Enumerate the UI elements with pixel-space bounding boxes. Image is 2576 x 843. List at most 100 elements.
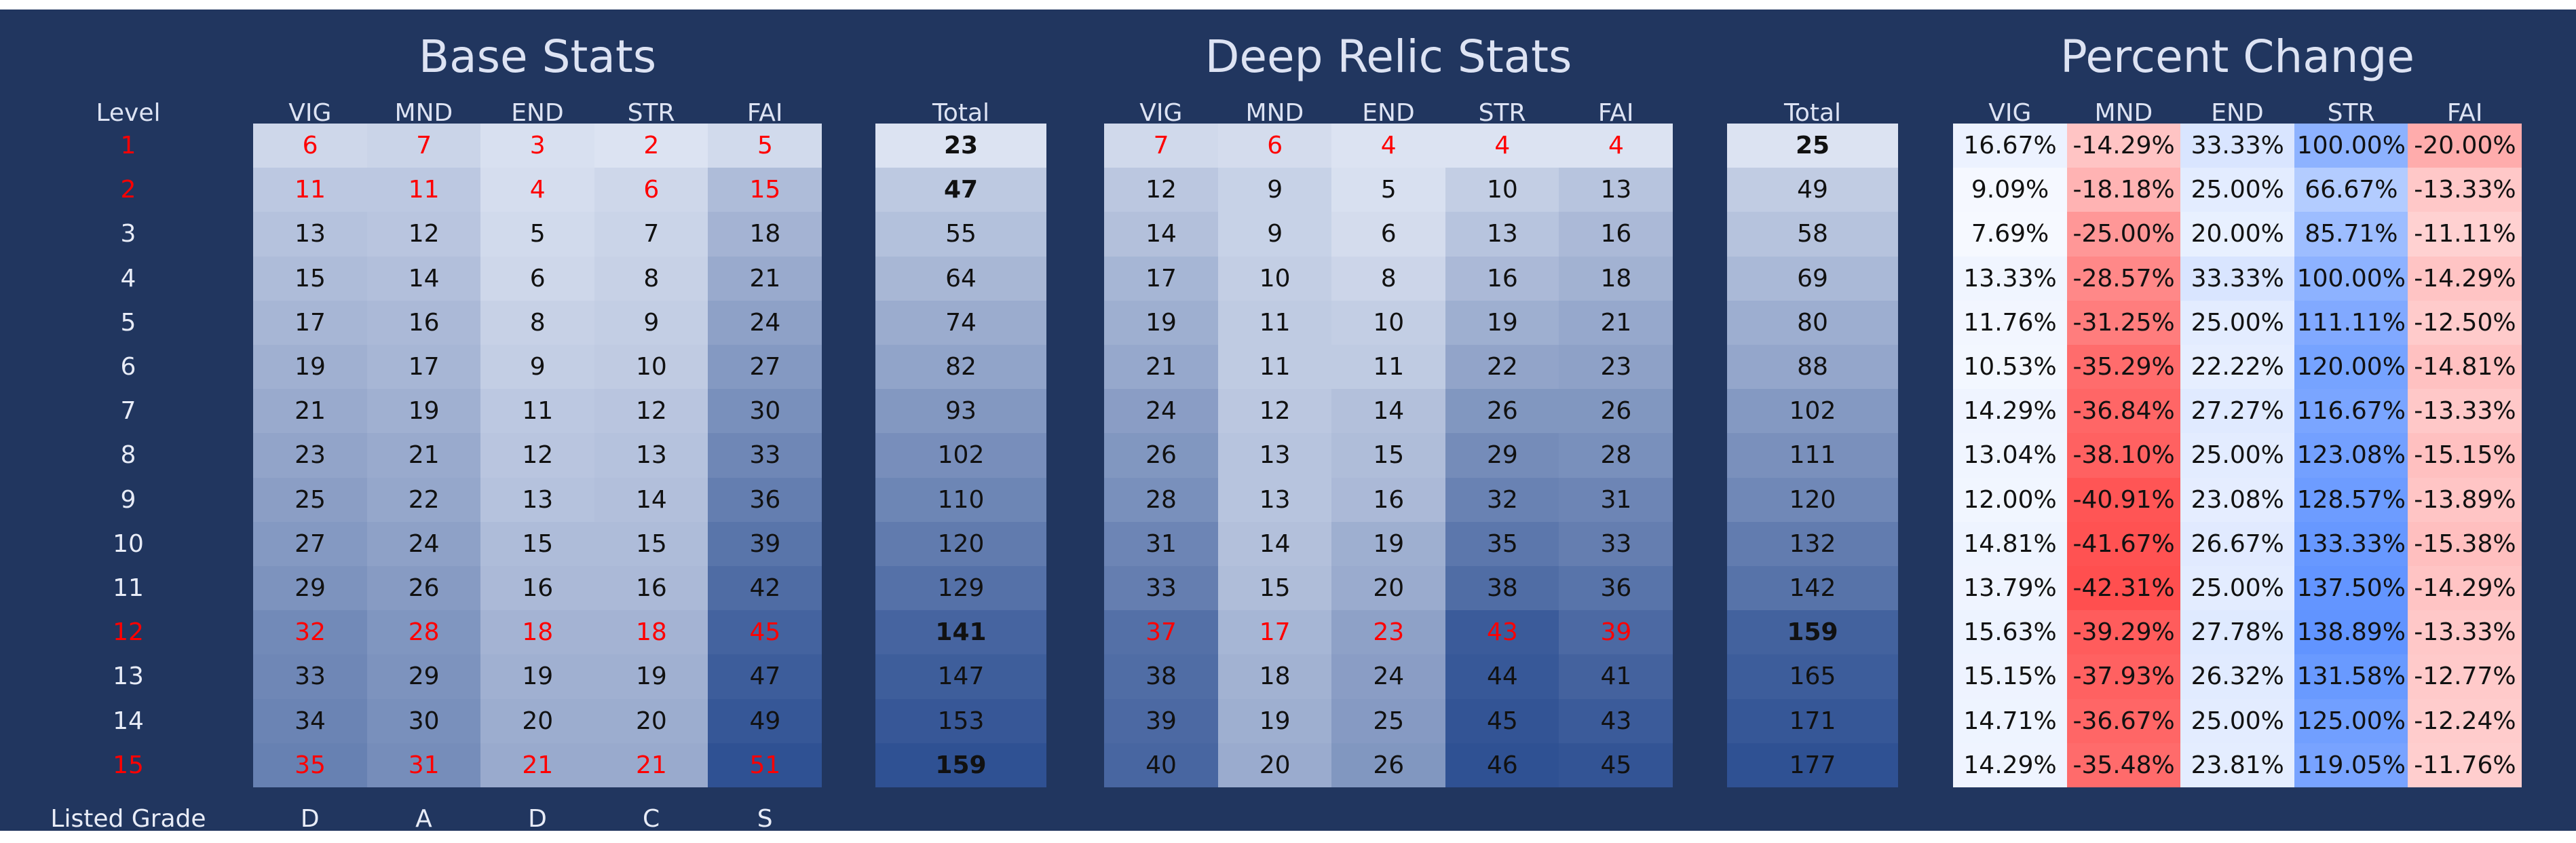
deep-cell: 16 (1559, 212, 1673, 257)
deep-cell: 11 (1331, 345, 1446, 390)
percent-cell: -36.67% (2066, 698, 2181, 743)
base-cell: 32 (253, 610, 368, 655)
deep-cell: 21 (1559, 300, 1673, 345)
percent-cell: -38.10% (2066, 433, 2181, 478)
percent-cell: -11.11% (2408, 212, 2522, 257)
deep-cell: 13 (1445, 212, 1559, 257)
stat-header: VIG (1988, 99, 2032, 127)
percent-cell: 25.00% (2180, 433, 2295, 478)
base-cell: 18 (594, 610, 708, 655)
deep-cell: 12 (1217, 389, 1332, 434)
percent-cell: -41.67% (2066, 521, 2181, 566)
base-cell: 19 (366, 389, 481, 434)
deep-cell: 40 (1104, 743, 1219, 787)
level-label: 7 (120, 397, 136, 426)
deep-total-cell: 159 (1727, 610, 1898, 655)
base-cell: 31 (366, 743, 481, 787)
base-total-cell: 120 (875, 521, 1046, 566)
deep-cell: 17 (1104, 256, 1219, 301)
stats-comparison-panel: Level 1 2 3 4 5 6 7 8 9 10 11 12 13 14 15 Listed Grade D A… (0, 10, 2576, 833)
percent-cell: -13.33% (2408, 610, 2522, 655)
base-total-cell: 82 (875, 345, 1046, 390)
base-cell: 9 (480, 345, 595, 390)
deep-cell: 33 (1104, 566, 1219, 611)
base-cell: 3 (480, 124, 595, 168)
deep-cell: 25 (1331, 698, 1446, 743)
percent-cell: 131.58% (2294, 654, 2408, 699)
base-cell: 23 (253, 433, 368, 478)
deep-total-cell: 120 (1727, 477, 1898, 522)
percent-cell: 33.33% (2180, 124, 2295, 168)
level-label: 4 (120, 264, 136, 293)
percent-cell: -15.15% (2408, 433, 2522, 478)
deep-cell: 28 (1559, 433, 1673, 478)
deep-cell: 35 (1445, 521, 1559, 566)
deep-cell: 6 (1331, 212, 1446, 257)
percent-cell: -18.18% (2066, 168, 2181, 212)
grade-value: C (643, 805, 660, 833)
deep-total-cell: 69 (1727, 256, 1898, 301)
base-cell: 30 (366, 698, 481, 743)
deep-total-cell: 142 (1727, 566, 1898, 611)
deep-cell: 10 (1331, 300, 1446, 345)
deep-total-cell: 102 (1727, 389, 1898, 434)
deep-cell: 22 (1445, 345, 1559, 390)
deep-cell: 13 (1217, 477, 1332, 522)
percent-cell: 15.63% (1953, 610, 2068, 655)
percent-cell: -12.24% (2408, 698, 2522, 743)
deep-cell: 45 (1445, 698, 1559, 743)
deep-cell: 38 (1104, 654, 1219, 699)
base-cell: 6 (253, 124, 368, 168)
percent-cell: -13.33% (2408, 389, 2522, 434)
deep-cell: 9 (1217, 212, 1332, 257)
deep-cell: 4 (1331, 124, 1446, 168)
percent-cell: 25.00% (2180, 698, 2295, 743)
base-title: Base Stats (418, 31, 657, 83)
base-cell: 51 (708, 743, 822, 787)
base-cell: 49 (708, 698, 822, 743)
base-cell: 10 (594, 345, 708, 390)
level-label: 13 (113, 662, 144, 691)
percent-cell: -12.50% (2408, 300, 2522, 345)
base-cell: 15 (594, 521, 708, 566)
level-label: 3 (120, 220, 136, 248)
deep-cell: 44 (1445, 654, 1559, 699)
deep-cell: 19 (1445, 300, 1559, 345)
deep-cell: 28 (1104, 477, 1219, 522)
deep-title: Deep Relic Stats (1205, 31, 1572, 83)
deep-total-cell: 132 (1727, 521, 1898, 566)
base-total-cell: 141 (875, 610, 1046, 655)
percent-cell: -14.81% (2408, 345, 2522, 390)
base-cell: 35 (253, 743, 368, 787)
stat-header: END (511, 99, 564, 127)
percent-cell: 128.57% (2294, 477, 2408, 522)
deep-cell: 15 (1217, 566, 1332, 611)
deep-cell: 32 (1445, 477, 1559, 522)
level-label: 2 (120, 176, 136, 204)
deep-cell: 39 (1559, 610, 1673, 655)
grade-label: Listed Grade (50, 805, 206, 833)
deep-cell: 18 (1217, 654, 1332, 699)
level-label: 15 (113, 751, 144, 779)
base-total-cell: 102 (875, 433, 1046, 478)
base-cell: 22 (366, 477, 481, 522)
base-cell: 47 (708, 654, 822, 699)
base-cell: 2 (594, 124, 708, 168)
base-cell: 21 (708, 256, 822, 301)
deep-cell: 9 (1217, 168, 1332, 212)
base-cell: 5 (708, 124, 822, 168)
base-cell: 14 (366, 256, 481, 301)
deep-total-cell: 88 (1727, 345, 1898, 390)
deep-cell: 11 (1217, 300, 1332, 345)
total-header: Total (1783, 99, 1842, 127)
base-total-cell: 64 (875, 256, 1046, 301)
base-cell: 17 (253, 300, 368, 345)
stat-header: MND (2094, 99, 2153, 127)
base-cell: 14 (594, 477, 708, 522)
deep-cell: 20 (1331, 566, 1446, 611)
base-total-cell: 23 (875, 124, 1046, 168)
deep-total-cell: 165 (1727, 654, 1898, 699)
base-cell: 28 (366, 610, 481, 655)
deep-cell: 31 (1104, 521, 1219, 566)
base-cell: 19 (594, 654, 708, 699)
